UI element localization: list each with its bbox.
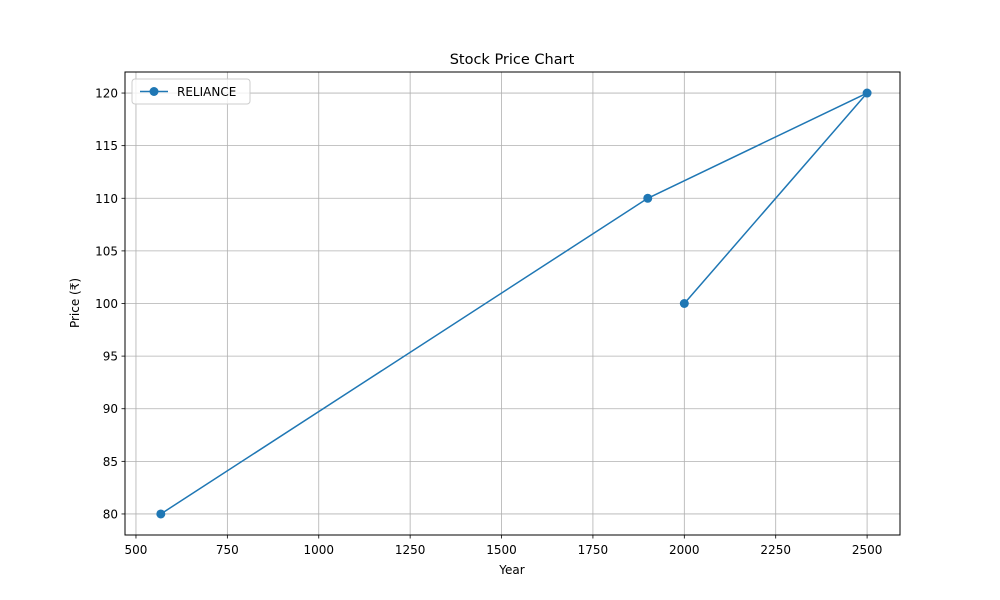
chart-title: Stock Price Chart [450,52,575,68]
x-tick-label: 2000 [669,543,700,557]
series-layer [156,88,872,519]
legend-box [131,78,251,105]
x-tick-label: 2500 [852,543,883,557]
y-tick-label: 80 [103,507,118,521]
legend: RELIANCE [131,78,251,105]
x-tick-label: 1500 [486,543,517,557]
series-line [160,92,868,515]
x-tick-label: 1250 [395,543,426,557]
y-tick-label: 90 [103,402,118,416]
data-point [156,509,166,519]
legend-label: RELIANCE [177,85,236,99]
y-axis-label: Price (₹) [68,278,82,328]
y-tick-label: 85 [103,455,118,469]
y-tick-label: 105 [95,244,118,258]
data-point [679,299,689,308]
y-tick-label: 100 [95,297,118,311]
grid-lines [125,72,900,535]
x-tick-label: 500 [125,543,148,557]
y-tick-label: 110 [95,192,118,206]
y-tick-label: 115 [95,139,118,153]
x-axis-label: Year [498,563,524,577]
x-tick-label: 1000 [303,543,334,557]
y-tick-label: 120 [95,87,118,101]
data-point [643,193,653,203]
x-tick-label: 750 [216,543,239,557]
legend-marker [149,87,159,96]
x-tick-label: 1750 [578,543,609,557]
y-tick-label: 95 [103,350,118,364]
data-point [862,88,872,98]
x-tick-label: 2250 [760,543,791,557]
axis-ticks: 500 750 1000 1250 1500 1750 2000 2250 2500 80 85 90… [95,87,882,557]
